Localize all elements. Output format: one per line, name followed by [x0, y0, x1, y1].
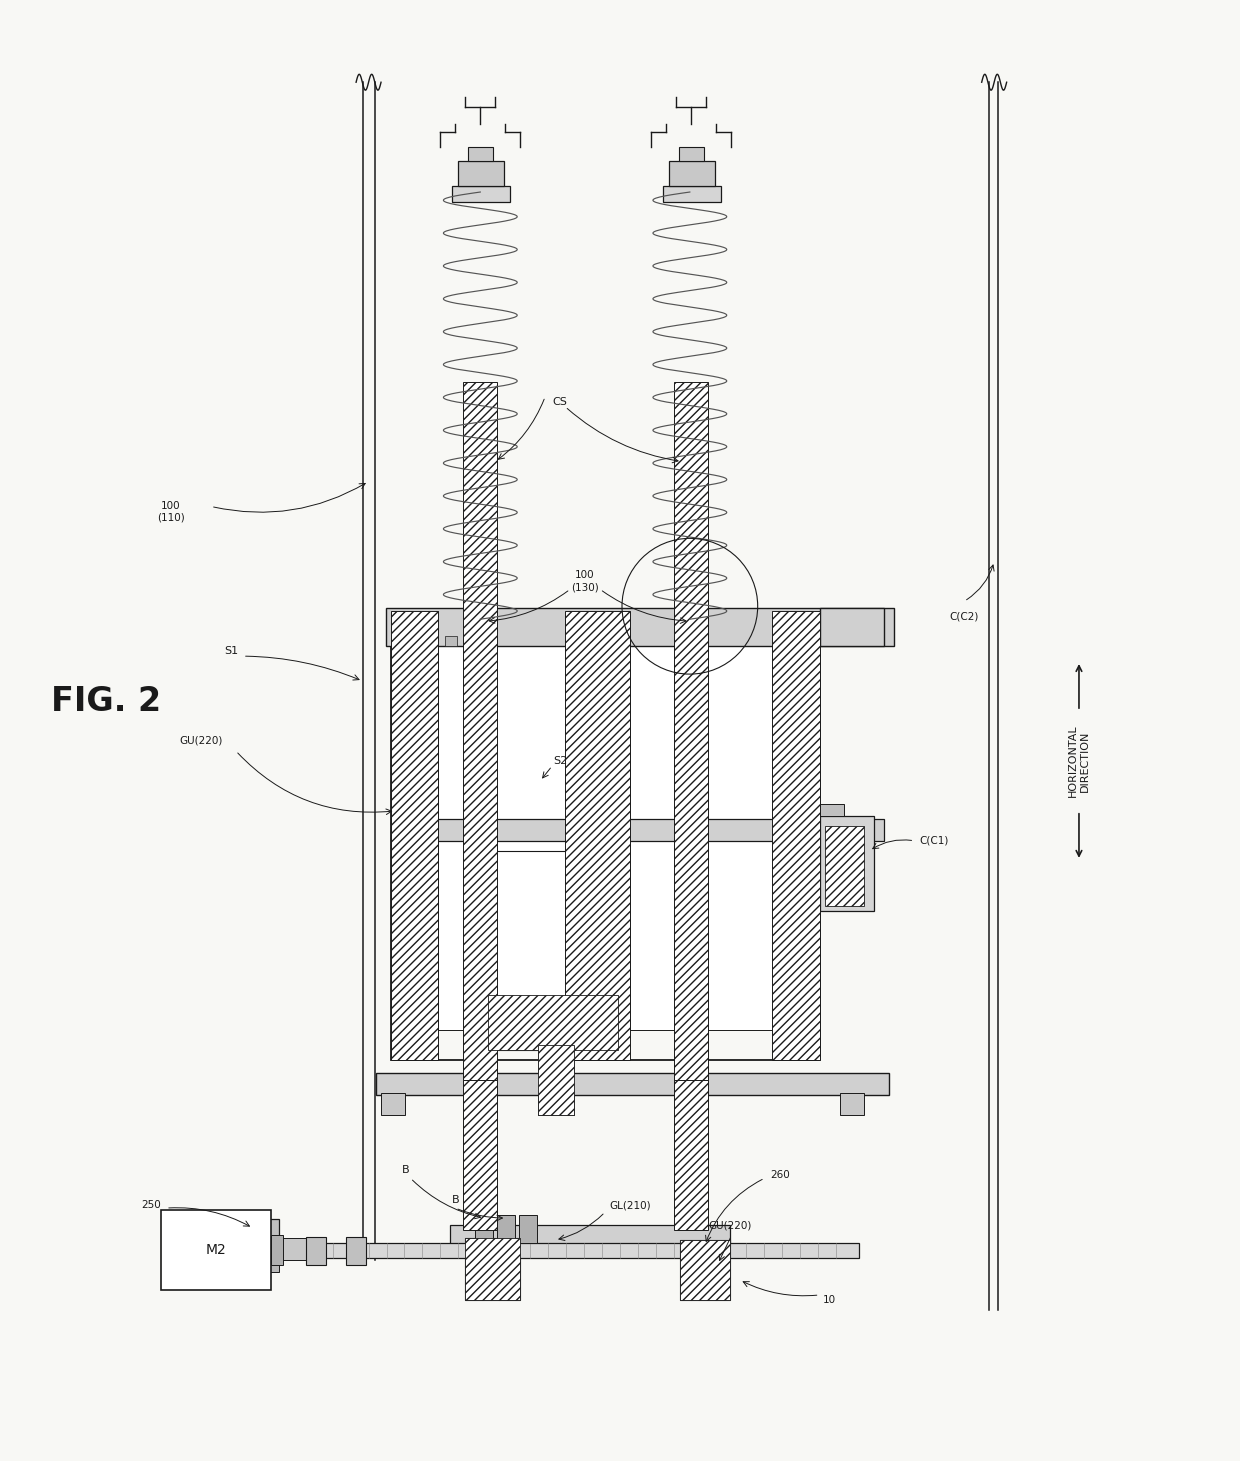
Bar: [470, 636, 482, 646]
Bar: [346, 1237, 366, 1265]
Text: S1: S1: [223, 646, 238, 656]
Bar: [250, 1259, 279, 1273]
Text: C(C2): C(C2): [950, 611, 978, 621]
Bar: [306, 1237, 326, 1265]
Text: 260: 260: [770, 1170, 790, 1180]
Bar: [538, 1046, 574, 1115]
Text: C(C1): C(C1): [920, 836, 949, 846]
Bar: [250, 1218, 279, 1264]
Bar: [780, 636, 791, 646]
Text: HORIZONTAL
DIRECTION: HORIZONTAL DIRECTION: [1068, 725, 1090, 798]
Bar: [677, 611, 704, 840]
Bar: [800, 636, 811, 646]
Text: 100
(130): 100 (130): [572, 570, 599, 592]
Bar: [825, 825, 864, 906]
Bar: [668, 619, 713, 631]
Bar: [391, 611, 820, 1061]
Bar: [630, 641, 775, 1030]
Bar: [386, 608, 894, 646]
Text: GL(210): GL(210): [609, 1199, 651, 1210]
Bar: [668, 161, 714, 186]
Text: B: B: [451, 1195, 459, 1205]
Bar: [820, 815, 874, 910]
Text: M2: M2: [206, 1243, 226, 1256]
Bar: [771, 611, 820, 1061]
Bar: [673, 1080, 708, 1230]
Bar: [489, 995, 618, 1050]
Text: CS: CS: [553, 396, 568, 406]
Text: 10: 10: [823, 1294, 836, 1305]
Bar: [391, 611, 439, 1061]
Bar: [497, 1216, 516, 1243]
Bar: [839, 1093, 864, 1115]
Bar: [250, 1243, 859, 1258]
Bar: [439, 641, 568, 1030]
Bar: [673, 381, 708, 1080]
Bar: [680, 1240, 730, 1300]
Bar: [565, 611, 630, 1061]
Text: B: B: [402, 1166, 409, 1175]
Bar: [270, 1235, 283, 1265]
Bar: [465, 1237, 521, 1300]
Bar: [277, 1237, 311, 1259]
Bar: [538, 1046, 574, 1115]
Bar: [459, 619, 502, 631]
Bar: [466, 611, 495, 840]
Bar: [445, 636, 458, 646]
Bar: [465, 1237, 521, 1300]
Text: GU(220): GU(220): [180, 736, 223, 747]
Bar: [381, 1093, 405, 1115]
Bar: [376, 1074, 889, 1096]
Text: 250: 250: [141, 1199, 161, 1210]
Bar: [450, 1226, 730, 1245]
Bar: [161, 1210, 270, 1290]
Bar: [391, 611, 820, 641]
Bar: [469, 148, 494, 161]
Bar: [459, 161, 505, 186]
Bar: [464, 1080, 497, 1230]
Bar: [590, 636, 603, 646]
Bar: [391, 818, 884, 840]
Bar: [475, 1216, 494, 1243]
Bar: [680, 1240, 730, 1300]
Bar: [820, 608, 884, 646]
Bar: [520, 1216, 537, 1243]
Text: S2: S2: [553, 755, 567, 766]
Bar: [464, 381, 497, 1080]
Bar: [610, 636, 622, 646]
Bar: [820, 804, 844, 815]
Bar: [453, 186, 510, 202]
Text: 100
(110): 100 (110): [157, 501, 185, 522]
Bar: [663, 186, 720, 202]
Text: GU(220): GU(220): [708, 1220, 751, 1230]
Text: FIG. 2: FIG. 2: [51, 685, 161, 717]
Bar: [489, 850, 618, 1050]
Bar: [678, 148, 704, 161]
